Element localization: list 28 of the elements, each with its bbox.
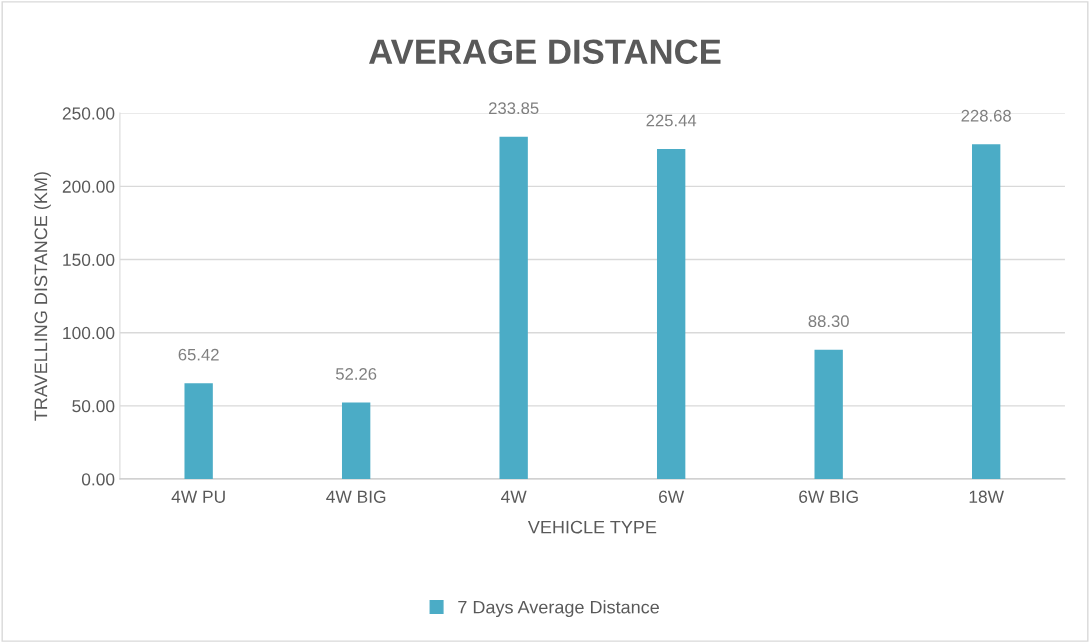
x-tick-label: 6W — [659, 490, 685, 503]
x-tick-label: 4W — [501, 490, 527, 503]
bar — [656, 149, 686, 480]
x-tick-label: 4W PU — [171, 490, 225, 503]
x-axis-title: VEHICLE TYPE — [527, 520, 657, 534]
y-tick-label: 50.00 — [72, 400, 115, 413]
x-tick-label: 4W BIG — [326, 490, 386, 503]
y-tick-label: 0.00 — [81, 473, 115, 486]
bar — [972, 144, 1001, 480]
data-label: 228.68 — [961, 109, 1011, 122]
bar — [814, 349, 843, 480]
x-tick-label: 6W BIG — [799, 490, 858, 503]
data-label: 233.85 — [489, 102, 539, 115]
bar — [499, 136, 528, 480]
chart-title: AVERAGE DISTANCE — [369, 39, 721, 64]
data-label: 225.44 — [646, 114, 697, 127]
bar — [341, 402, 371, 480]
data-label: 88.30 — [808, 315, 849, 328]
data-label: 65.42 — [178, 348, 219, 361]
x-tick-label: 18W — [969, 490, 1004, 503]
data-label: 52.26 — [335, 368, 377, 380]
bar — [184, 383, 213, 480]
y-axis-title: TRAVELLING DISTANCE (KM) — [34, 172, 51, 421]
y-tick-label: 250.00 — [62, 107, 115, 120]
legend-label: 7 Days Average Distance — [458, 600, 659, 618]
y-tick-label: 200.00 — [62, 180, 115, 193]
y-tick-label: 150.00 — [63, 253, 115, 266]
y-tick-label: 100.00 — [63, 326, 115, 340]
